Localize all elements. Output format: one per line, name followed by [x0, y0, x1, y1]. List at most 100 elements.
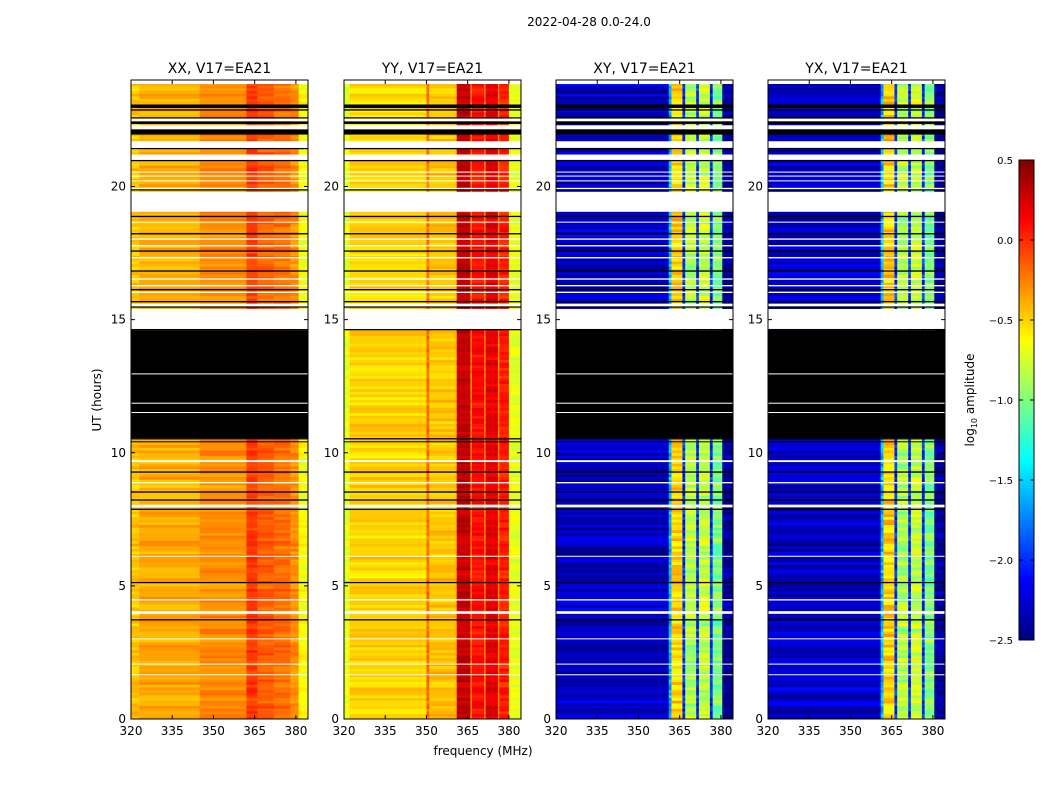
- heatmap-cell: [199, 226, 247, 230]
- heatmap-cell: [456, 367, 471, 371]
- heatmap-cell: [139, 87, 201, 92]
- heatmap-cell: [199, 513, 247, 518]
- heatmap-cell: [497, 213, 500, 217]
- heatmap-cell: [499, 343, 510, 347]
- heatmap-cell: [497, 567, 500, 571]
- y-axis-label: UT (hours): [90, 368, 104, 431]
- heatmap-cell: [484, 543, 486, 547]
- heatmap-cell: [508, 500, 522, 504]
- heatmap-cell: [470, 98, 473, 102]
- heatmap-cell: [508, 628, 522, 632]
- heatmap-cell: [290, 279, 300, 283]
- heatmap-cell: [429, 665, 458, 669]
- heatmap-cell: [298, 633, 309, 637]
- heatmap-cell: [484, 135, 486, 139]
- heatmap-cell: [508, 684, 522, 688]
- heatmap-cell: [131, 213, 140, 217]
- heatmap-cell: [499, 122, 510, 126]
- heatmap-cell: [298, 716, 309, 720]
- nodata-row: [131, 141, 308, 148]
- heatmap-cell: [429, 263, 458, 267]
- heatmap-cell: [456, 644, 471, 648]
- heatmap-cell: [298, 561, 309, 565]
- heatmap-cell: [349, 404, 427, 408]
- heatmap-cell: [429, 482, 458, 486]
- heatmap-cell: [471, 239, 485, 243]
- heatmap-cell: [199, 681, 247, 685]
- heatmap-cell: [131, 633, 140, 637]
- heatmap-cell: [349, 332, 427, 336]
- heatmap-cell: [456, 708, 471, 712]
- heatmap-cell: [485, 229, 499, 233]
- heatmap-cell: [344, 412, 350, 416]
- heatmap-cell: [426, 346, 430, 350]
- heatmap-cell: [246, 665, 258, 669]
- heatmap-cell: [485, 348, 499, 352]
- heatmap-cell: [273, 162, 291, 166]
- heatmap-cell: [429, 279, 458, 283]
- heatmap-cell: [426, 495, 430, 499]
- heatmap-cell: [131, 109, 140, 113]
- heatmap-cell: [497, 583, 500, 587]
- heatmap-cell: [298, 487, 309, 491]
- heatmap-cell: [349, 391, 427, 395]
- heatmap-cell: [484, 388, 486, 392]
- heatmap-cell: [426, 415, 430, 419]
- heatmap-cell: [349, 508, 427, 512]
- heatmap-cell: [199, 239, 247, 243]
- heatmap-cell: [273, 545, 291, 549]
- heatmap-cell: [456, 101, 471, 105]
- heatmap-cell: [349, 545, 427, 549]
- heatmap-cell: [290, 655, 300, 659]
- heatmap-cell: [344, 300, 350, 305]
- heatmap-cell: [471, 95, 485, 100]
- heatmap-cell: [429, 386, 458, 390]
- heatmap-cell: [429, 439, 458, 443]
- heatmap-cell: [508, 183, 522, 187]
- heatmap-cell: [273, 479, 291, 483]
- heatmap-cell: [471, 271, 485, 275]
- heatmap-cell: [485, 655, 499, 659]
- heatmap-cell: [484, 300, 486, 305]
- heatmap-cell: [273, 671, 291, 675]
- heatmap-cell: [429, 332, 458, 336]
- heatmap-cell: [273, 306, 291, 310]
- heatmap-cell: [485, 175, 499, 179]
- heatmap-cell: [344, 338, 350, 342]
- heatmap-cell: [349, 165, 427, 169]
- heatmap-cell: [344, 516, 350, 520]
- heatmap-cell: [426, 599, 430, 603]
- heatmap-cell: [485, 466, 499, 470]
- heatmap-cell: [426, 356, 430, 360]
- heatmap-cell: [349, 596, 427, 600]
- heatmap-cell: [199, 466, 247, 470]
- heatmap-cell: [499, 569, 510, 573]
- heatmap-cell: [290, 564, 300, 568]
- heatmap-cell: [290, 697, 300, 701]
- heatmap-cell: [426, 625, 430, 629]
- heatmap-cell: [485, 271, 499, 275]
- heatmap-cell: [485, 458, 499, 462]
- heatmap-cell: [484, 426, 486, 430]
- heatmap-cell: [131, 106, 140, 110]
- flagged-row: [131, 306, 308, 308]
- heatmap-cell: [298, 585, 309, 589]
- heatmap-cell: [246, 138, 258, 142]
- heatmap-cell: [139, 452, 201, 456]
- heatmap-cell: [508, 383, 522, 387]
- heatmap-cell: [471, 711, 485, 715]
- heatmap-cell: [349, 420, 427, 424]
- heatmap-cell: [139, 295, 201, 299]
- nodata-row: [131, 245, 308, 247]
- heatmap-cell: [499, 657, 510, 661]
- heatmap-cell: [257, 681, 275, 685]
- heatmap-cell: [290, 657, 300, 661]
- heatmap-cell: [499, 559, 510, 563]
- heatmap-cell: [290, 183, 300, 187]
- heatmap-cell: [139, 543, 201, 547]
- heatmap-cell: [499, 391, 510, 395]
- heatmap-cell: [298, 575, 309, 579]
- heatmap-cell: [257, 577, 275, 581]
- heatmap-cell: [290, 583, 300, 587]
- heatmap-cell: [456, 266, 471, 270]
